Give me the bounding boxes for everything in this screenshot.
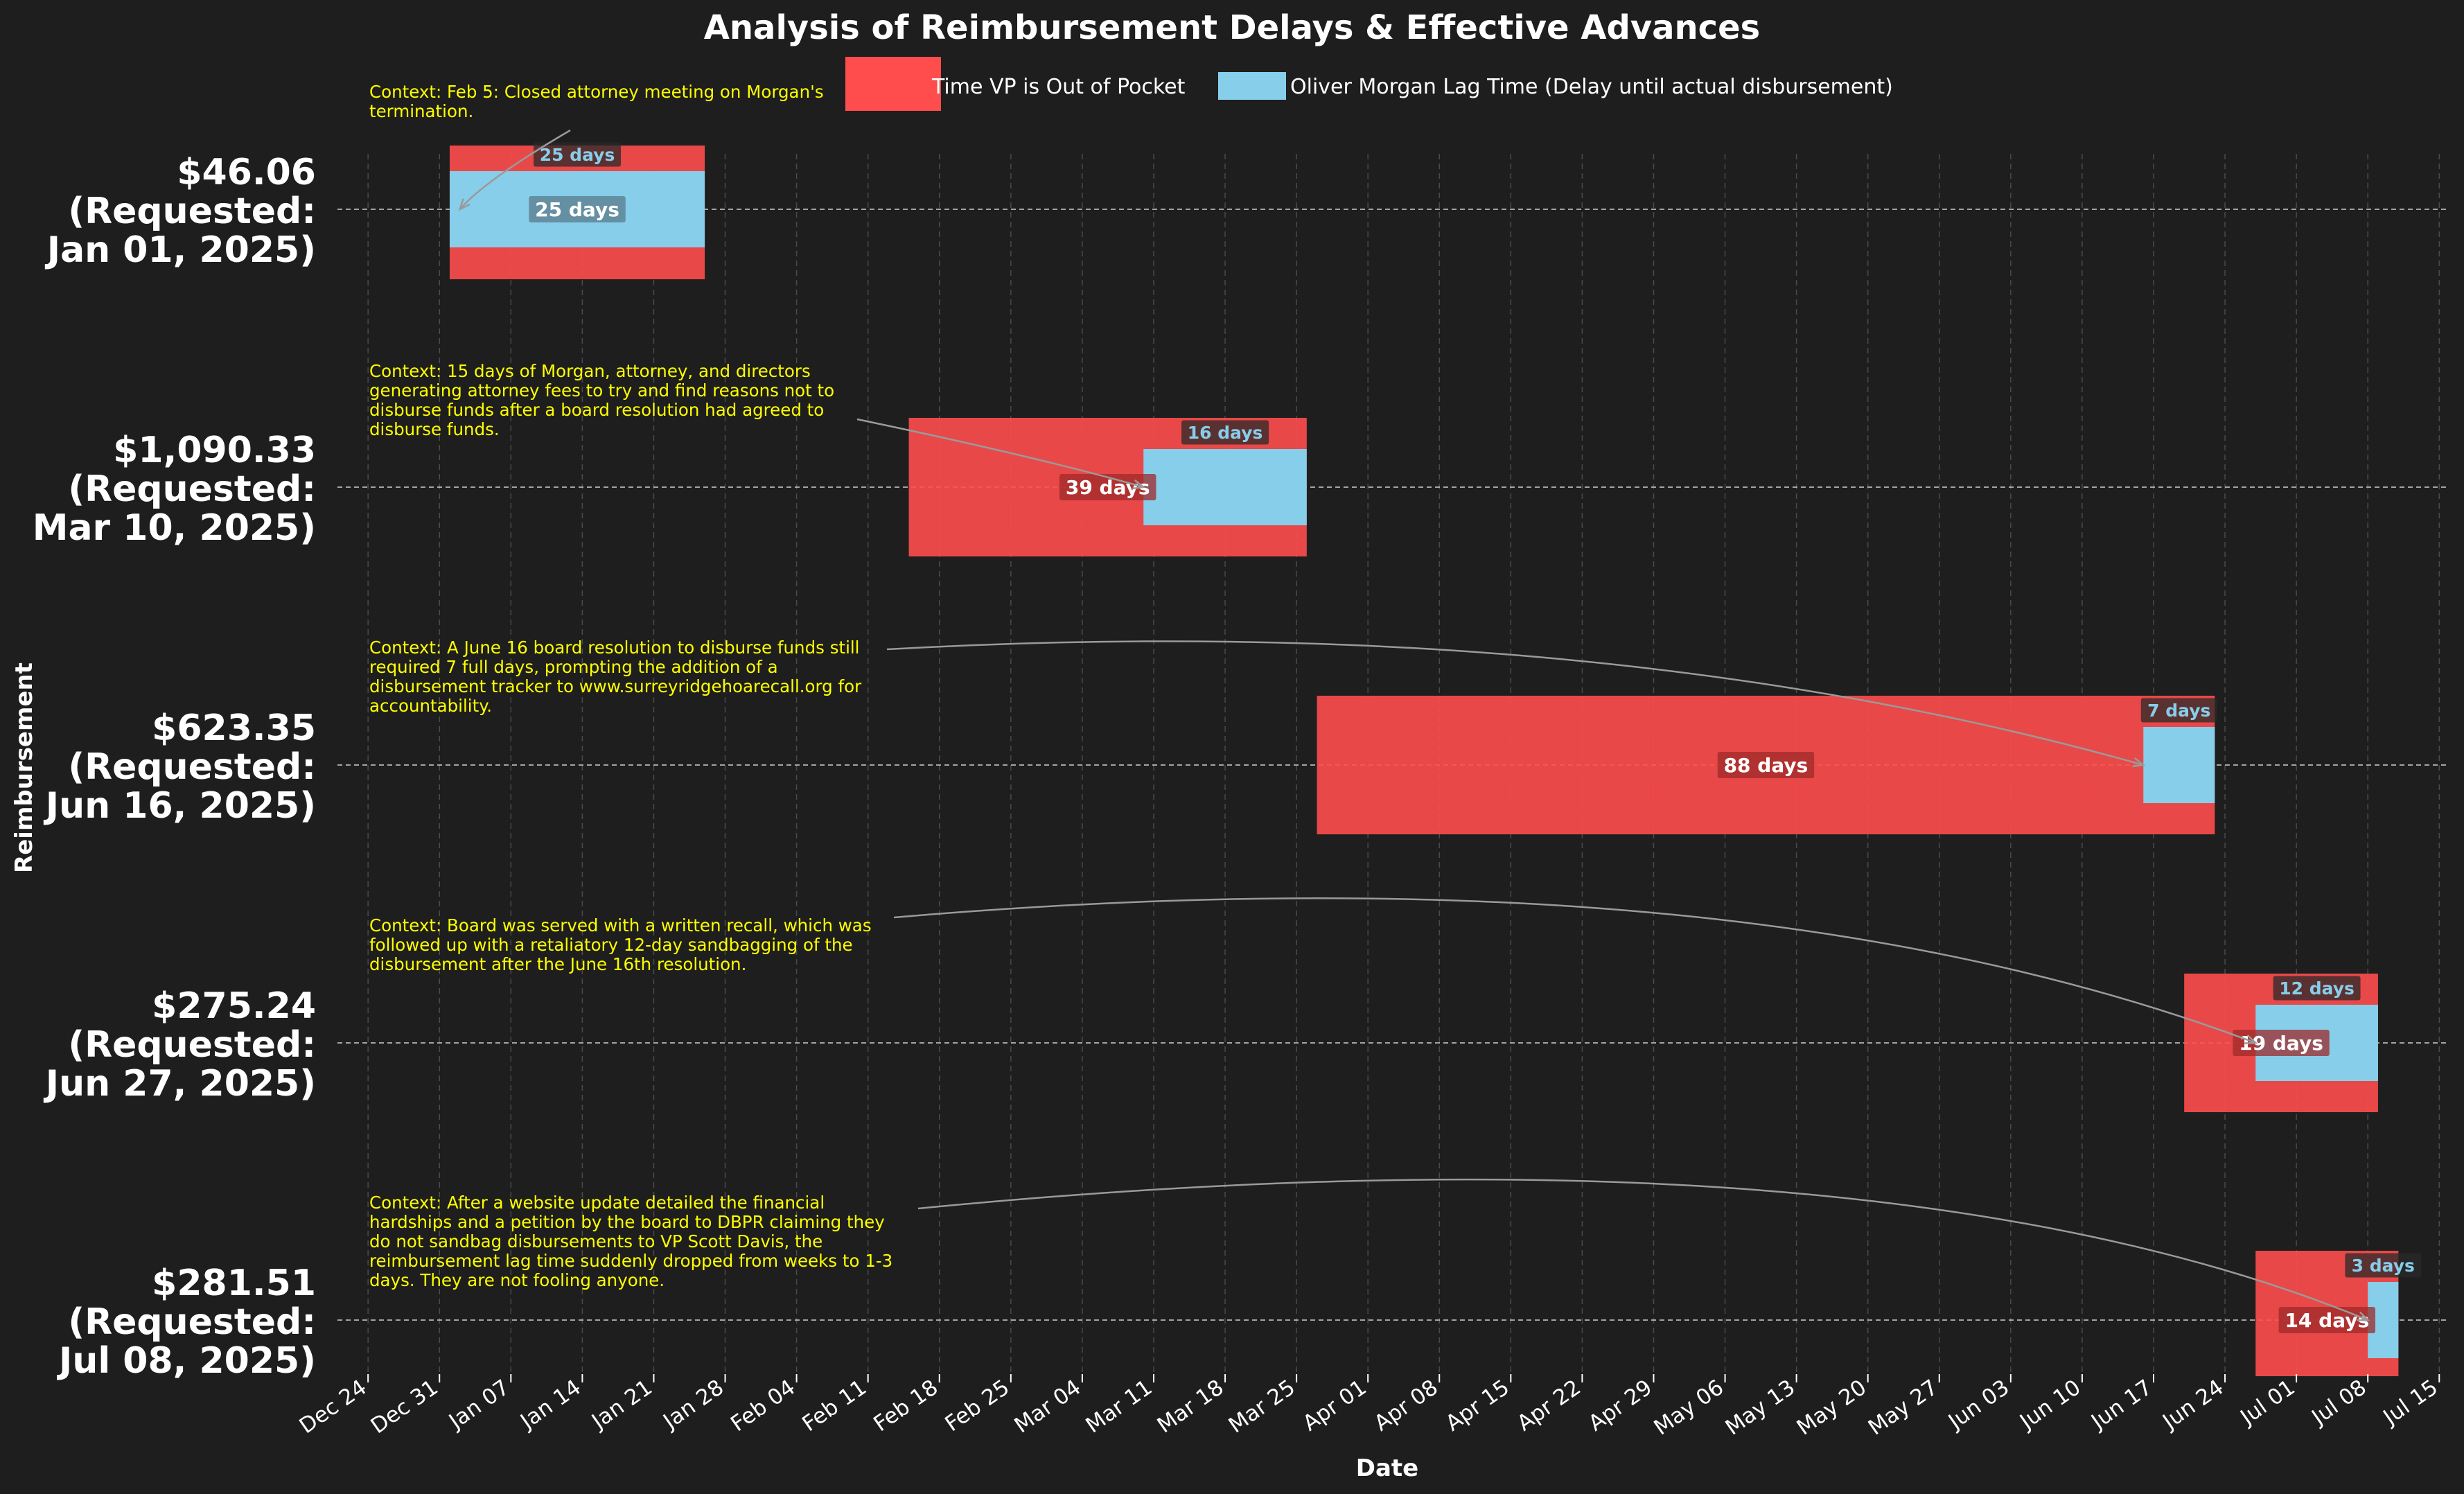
x-tick-label: Jun 17	[2086, 1375, 2156, 1435]
context-arrow	[886, 640, 2144, 766]
x-tick-label: Jul 08	[2306, 1375, 2370, 1430]
context-arrow-head	[1132, 479, 1146, 490]
y-tick-label: $623.35 (Requested: Jun 16, 2025)	[44, 708, 316, 827]
x-tick-label: Apr 15	[1441, 1375, 1514, 1436]
context-arrow-head	[2357, 1311, 2370, 1321]
x-tick-label: Feb 04	[726, 1375, 800, 1436]
x-tick-label: Jan 21	[586, 1375, 657, 1434]
x-tick-label: May 20	[1793, 1375, 1872, 1441]
lag-days-label: 25 days	[534, 142, 622, 167]
svg-text:25 days: 25 days	[535, 198, 619, 221]
svg-text:7 days: 7 days	[2147, 701, 2210, 721]
x-tick-label: Jan 28	[658, 1375, 728, 1434]
context-arrow-head	[458, 198, 470, 211]
y-tick-label: $275.24 (Requested: Jun 27, 2025)	[44, 985, 316, 1105]
x-tick-label: Dec 24	[295, 1375, 371, 1439]
svg-text:16 days: 16 days	[1188, 423, 1263, 443]
x-tick-label: Jun 10	[2014, 1375, 2085, 1435]
context-annotation: Context: A June 16 board resolution to d…	[369, 638, 862, 716]
x-tick-label: Jan 07	[443, 1375, 514, 1434]
x-tick-label: Apr 22	[1513, 1375, 1585, 1436]
y-axis-label: Reimbursement	[10, 662, 38, 873]
x-tick-label: Jan 14	[515, 1375, 586, 1434]
y-tick-label: $46.06 (Requested: Jan 01, 2025)	[45, 152, 316, 271]
svg-text:3 days: 3 days	[2352, 1256, 2415, 1276]
lag-days-label: 7 days	[2140, 698, 2217, 723]
x-tick-label: May 06	[1650, 1375, 1729, 1441]
x-tick-label: Apr 01	[1299, 1375, 1371, 1436]
x-tick-label: Jun 24	[2157, 1375, 2228, 1435]
legend-label-out-of-pocket: Time VP is Out of Pocket	[931, 75, 1186, 99]
lag-days-label: 3 days	[2345, 1253, 2422, 1278]
lag-days-label: 12 days	[2273, 976, 2361, 1001]
x-tick-label: Jul 01	[2235, 1375, 2299, 1430]
svg-text:14 days: 14 days	[2285, 1309, 2369, 1332]
lag-bar	[2143, 727, 2215, 803]
context-arrow	[856, 418, 1144, 489]
lag-bar	[1143, 449, 1307, 525]
lag-days-label: 16 days	[1181, 420, 1269, 445]
svg-text:88 days: 88 days	[1724, 754, 1809, 777]
x-tick-label: Apr 29	[1584, 1375, 1657, 1436]
x-tick-label: Feb 11	[798, 1375, 871, 1436]
x-tick-label: Feb 18	[869, 1375, 942, 1436]
context-arrow	[917, 1178, 2368, 1321]
out-of-pocket-days-label: 25 days	[529, 196, 626, 222]
y-tick-labels: $46.06 (Requested: Jan 01, 2025) $1,090.33(…	[33, 152, 316, 1382]
context-annotation: Context: Feb 5: Closed attorney meeting …	[369, 82, 824, 121]
x-tick-label: Jun 03	[1943, 1375, 2014, 1435]
context-annotation: Context: 15 days of Morgan, attorney, an…	[369, 361, 834, 439]
x-axis-label: Date	[1356, 1455, 1418, 1482]
x-tick-label: Dec 31	[367, 1375, 443, 1439]
legend: Time VP is Out of Pocket Oliver Morgan L…	[845, 57, 1893, 111]
legend-label-lag: Oliver Morgan Lag Time (Delay until actu…	[1290, 75, 1893, 99]
x-tick-label: Apr 08	[1370, 1375, 1443, 1436]
chart-title: Analysis of Reimbursement Delays & Effec…	[704, 8, 1761, 47]
x-tick-label: Mar 11	[1082, 1375, 1157, 1438]
x-tick-label: May 27	[1864, 1375, 1943, 1441]
x-tick-label: Feb 25	[940, 1375, 1014, 1436]
context-arrow	[893, 897, 2256, 1044]
legend-swatch-lag	[1218, 72, 1286, 100]
x-tick-label: Mar 18	[1153, 1375, 1229, 1438]
svg-text:12 days: 12 days	[2279, 978, 2355, 999]
y-tick-label: $1,090.33 (Requested: Mar 10, 2025)	[33, 430, 316, 549]
x-tick-label: Mar 04	[1010, 1375, 1086, 1438]
context-arrow-head	[2132, 757, 2146, 768]
y-tick-label: $281.51 (Requested: Jul 08, 2025)	[57, 1263, 316, 1382]
context-annotation: Context: Board was served with a written…	[369, 915, 872, 974]
context-annotation: Context: After a website update detailed…	[369, 1193, 892, 1290]
svg-text:25 days: 25 days	[540, 145, 615, 165]
bars	[449, 146, 2399, 1376]
annotations: 25 days 25 days Context: Feb 5: Closed att…	[369, 82, 2422, 1333]
x-tick-label: May 13	[1721, 1375, 1800, 1441]
context-arrow	[459, 129, 571, 210]
legend-swatch-out-of-pocket	[845, 57, 941, 111]
out-of-pocket-days-label: 39 days	[1059, 474, 1156, 500]
context-arrow-head	[2244, 1035, 2258, 1044]
x-tick-label: Jul 15	[2378, 1375, 2443, 1430]
out-of-pocket-days-label: 88 days	[1717, 752, 1815, 778]
x-tick-label: Mar 25	[1224, 1375, 1300, 1438]
